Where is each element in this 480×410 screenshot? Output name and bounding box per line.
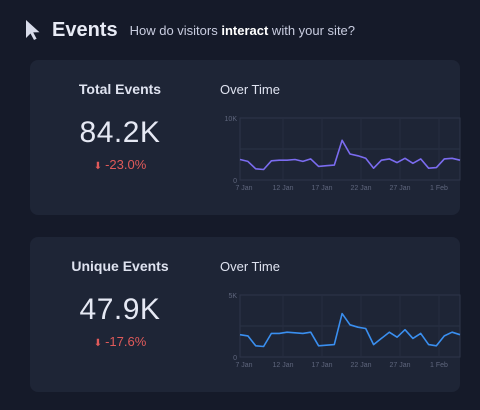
y-tick-label: 10K (225, 116, 238, 123)
unique-events-card: Unique Events 47.9K ⬇ -17.6% Over Time 7 … (30, 237, 461, 392)
x-tick-label: 22 Jan (350, 362, 371, 369)
series-line (239, 312, 461, 348)
metric-value: 84.2K (79, 116, 161, 149)
chart-title: Over Time (220, 259, 280, 274)
section-header: Events How do visitors interact with you… (24, 14, 355, 46)
x-tick-label: 7 Jan (235, 185, 252, 192)
metric-label: Total Events (78, 81, 162, 97)
arrow-down-icon: ⬇ (93, 338, 103, 349)
section-title: Events (52, 18, 118, 41)
unique-events-over-time-chart[interactable]: 7 Jan 12 Jan 17 Jan 22 Jan 27 Jan 1 Feb 0 5K (190, 285, 461, 385)
x-tick-label: 17 Jan (311, 362, 332, 369)
events-over-time-chart[interactable]: 7 Jan 12 Jan 17 Jan 22 Jan 27 Jan 1 Feb 0 10K (190, 108, 461, 208)
series-line (239, 139, 461, 171)
x-tick-label: 27 Jan (389, 185, 410, 192)
metric-change: ⬇ -23.0% (93, 157, 147, 172)
x-tick-label: 1 Feb (430, 362, 448, 369)
x-tick-label: 17 Jan (311, 185, 332, 192)
metric-label: Unique Events (71, 258, 169, 274)
x-tick-label: 1 Feb (430, 185, 448, 192)
y-tick-label: 5K (228, 293, 237, 300)
metric-value: 47.9K (79, 293, 161, 326)
arrow-down-icon: ⬇ (93, 161, 103, 172)
section-subtitle: How do visitors interact with your site? (129, 22, 356, 38)
x-tick-label: 7 Jan (235, 362, 252, 369)
chart-title: Over Time (220, 82, 280, 97)
x-tick-label: 12 Jan (272, 362, 293, 369)
metric-change: ⬇ -17.6% (93, 334, 147, 349)
x-tick-label: 22 Jan (350, 185, 371, 192)
y-tick-label: 0 (233, 178, 237, 185)
x-tick-label: 27 Jan (389, 362, 410, 369)
y-tick-label: 0 (233, 355, 237, 362)
x-tick-label: 12 Jan (272, 185, 293, 192)
cursor-icon (26, 20, 40, 40)
total-events-card: Total Events 84.2K ⬇ -23.0% Over Time 7 J… (30, 60, 461, 215)
